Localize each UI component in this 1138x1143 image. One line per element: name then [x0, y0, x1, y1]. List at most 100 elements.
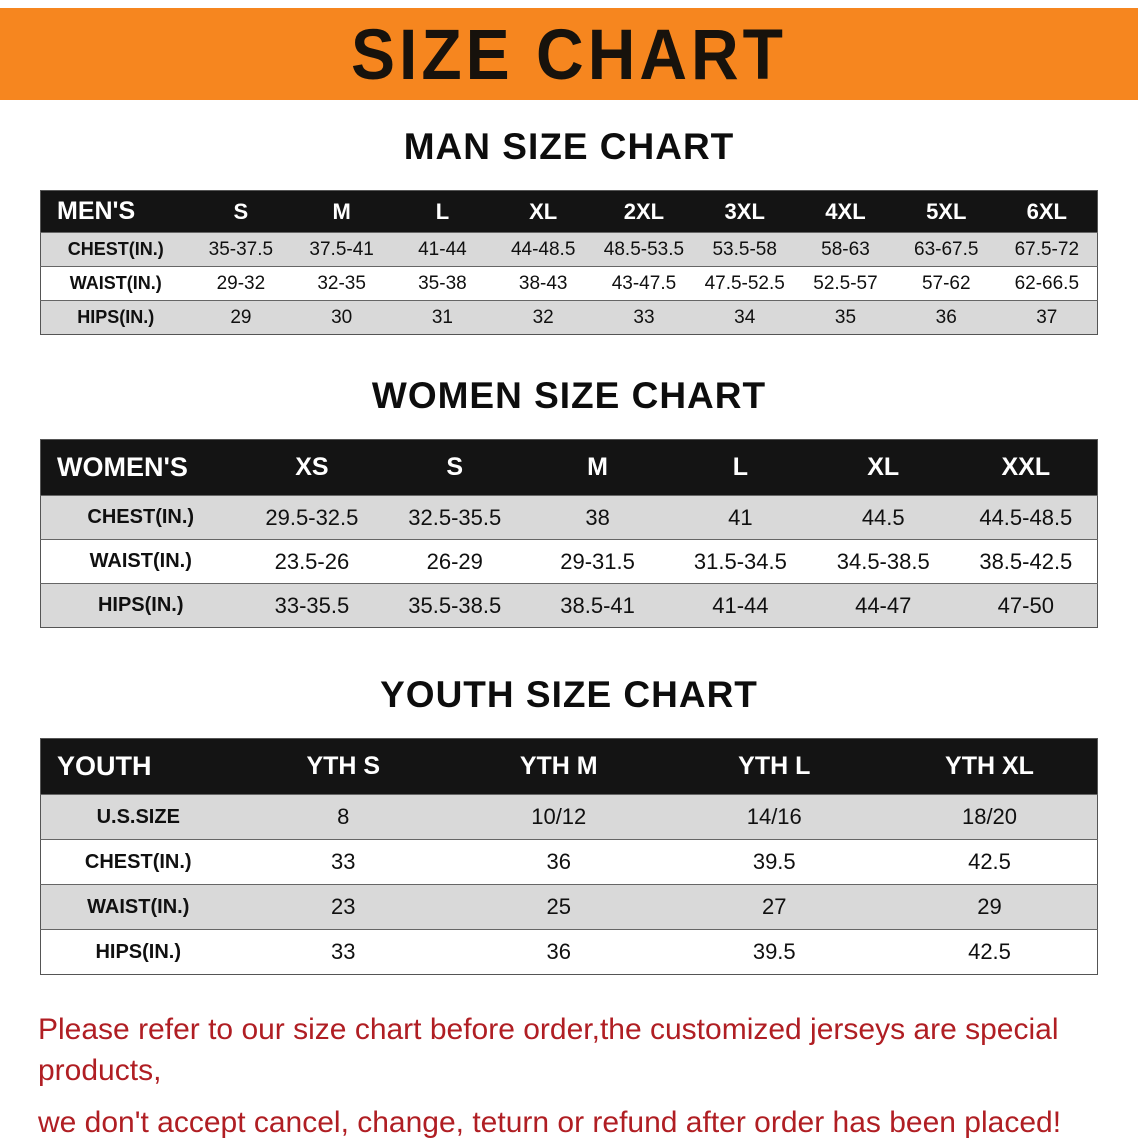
table-cell: 44-48.5: [492, 232, 594, 267]
table-cell: 38: [526, 495, 669, 540]
table-cell: 8: [235, 794, 451, 840]
table-cell: 32: [492, 300, 594, 335]
table-cell: 35-37.5: [190, 232, 292, 267]
column-header: YTH S: [235, 738, 451, 795]
row-label: U.S.SIZE: [40, 794, 236, 840]
table-cell: 35-38: [392, 266, 493, 301]
table-cell: 42.5: [882, 839, 1098, 885]
column-header: 2XL: [593, 190, 695, 233]
table-cell: 52.5-57: [795, 266, 896, 301]
size-chart-banner: SIZE CHART: [0, 8, 1138, 100]
row-label: HIPS(IN.): [40, 583, 241, 628]
table-cell: 36: [895, 300, 997, 335]
table-cell: 44.5-48.5: [954, 495, 1098, 540]
table-header-row: MEN'S S M L XL 2XL 3XL 4XL 5XL 6XL: [40, 190, 1098, 233]
table-cell: 62-66.5: [996, 266, 1098, 301]
table-cell: 30: [291, 300, 393, 335]
table-row: HIPS(IN.) 33-35.5 35.5-38.5 38.5-41 41-44 44-…: [40, 583, 1098, 628]
table-corner-label: YOUTH: [40, 738, 236, 795]
table-cell: 29: [882, 884, 1098, 930]
table-cell: 47.5-52.5: [694, 266, 796, 301]
column-header: YTH L: [666, 738, 882, 795]
table-cell: 41-44: [668, 583, 812, 628]
men-size-section: MAN SIZE CHART MEN'S S M L XL 2XL 3XL 4XL 5XL 6XL…: [0, 126, 1138, 335]
table-cell: 41: [668, 495, 812, 540]
table-cell: 44.5: [811, 495, 955, 540]
women-size-section: WOMEN SIZE CHART WOMEN'S XS S M L XL XXL CHEST(…: [0, 375, 1138, 628]
table-cell: 18/20: [882, 794, 1098, 840]
table-cell: 38.5-41: [526, 583, 669, 628]
table-cell: 53.5-58: [694, 232, 796, 267]
table-cell: 57-62: [895, 266, 997, 301]
table-cell: 58-63: [795, 232, 896, 267]
table-cell: 33: [235, 839, 451, 885]
table-cell: 38-43: [492, 266, 594, 301]
table-cell: 10/12: [451, 794, 667, 840]
table-row: CHEST(IN.) 33 36 39.5 42.5: [40, 839, 1098, 885]
table-cell: 31: [392, 300, 493, 335]
table-cell: 41-44: [392, 232, 493, 267]
table-cell: 43-47.5: [593, 266, 695, 301]
column-header: 3XL: [694, 190, 796, 233]
table-cell: 38.5-42.5: [954, 539, 1098, 584]
table-header-row: YOUTH YTH S YTH M YTH L YTH XL: [40, 738, 1098, 795]
table-cell: 33: [235, 929, 451, 975]
table-cell: 29.5-32.5: [240, 495, 384, 540]
table-row: CHEST(IN.) 29.5-32.5 32.5-35.5 38 41 44.5 44.5…: [40, 495, 1098, 540]
table-cell: 67.5-72: [996, 232, 1098, 267]
table-cell: 31.5-34.5: [668, 539, 812, 584]
column-header: XXL: [954, 439, 1098, 496]
youth-size-section: YOUTH SIZE CHART YOUTH YTH S YTH M YTH L YTH…: [0, 674, 1138, 975]
table-cell: 27: [666, 884, 882, 930]
table-cell: 39.5: [666, 839, 882, 885]
row-label: HIPS(IN.): [40, 300, 191, 335]
column-header: S: [190, 190, 292, 233]
page-title: SIZE CHART: [351, 14, 787, 94]
table-cell: 29: [190, 300, 292, 335]
row-label: CHEST(IN.): [40, 839, 236, 885]
row-label: CHEST(IN.): [40, 232, 191, 267]
table-cell: 26-29: [383, 539, 527, 584]
table-cell: 34: [694, 300, 796, 335]
disclaimer-line-2: we don't accept cancel, change, teturn o…: [38, 1105, 1062, 1139]
row-label: CHEST(IN.): [40, 495, 241, 540]
column-header: 5XL: [895, 190, 997, 233]
table-corner-label: MEN'S: [40, 190, 191, 233]
table-cell: 23: [235, 884, 451, 930]
table-cell: 35.5-38.5: [383, 583, 527, 628]
disclaimer-line-1: Please refer to our size chart before or…: [38, 1013, 1059, 1088]
table-cell: 35: [795, 300, 896, 335]
women-section-heading: WOMEN SIZE CHART: [371, 375, 767, 416]
row-label: HIPS(IN.): [40, 929, 236, 975]
row-label: WAIST(IN.): [40, 884, 236, 930]
table-row: HIPS(IN.) 29 30 31 32 33 34 35 36 37: [40, 300, 1098, 335]
table-cell: 36: [451, 929, 667, 975]
table-cell: 33: [593, 300, 695, 335]
men-section-heading: MAN SIZE CHART: [403, 126, 735, 167]
table-row: HIPS(IN.) 33 36 39.5 42.5: [40, 929, 1098, 975]
table-cell: 37: [996, 300, 1098, 335]
table-row: WAIST(IN.) 23.5-26 26-29 29-31.5 31.5-34.5 34…: [40, 539, 1098, 584]
column-header: S: [383, 439, 527, 496]
column-header: 4XL: [795, 190, 896, 233]
column-header: XS: [240, 439, 384, 496]
table-cell: 63-67.5: [895, 232, 997, 267]
table-cell: 23.5-26: [240, 539, 384, 584]
order-disclaimer: Please refer to our size chart before or…: [38, 1009, 1108, 1143]
column-header: XL: [811, 439, 955, 496]
column-header: M: [291, 190, 393, 233]
column-header: YTH XL: [882, 738, 1098, 795]
column-header: YTH M: [451, 738, 667, 795]
table-row: WAIST(IN.) 29-32 32-35 35-38 38-43 43-47.5 47.…: [40, 266, 1098, 301]
table-header-row: WOMEN'S XS S M L XL XXL: [40, 439, 1098, 496]
men-size-table: MEN'S S M L XL 2XL 3XL 4XL 5XL 6XL CHEST(IN.) 35-37…: [40, 190, 1098, 335]
row-label: WAIST(IN.): [40, 539, 241, 584]
table-cell: 34.5-38.5: [811, 539, 955, 584]
youth-section-heading: YOUTH SIZE CHART: [380, 674, 758, 715]
table-cell: 14/16: [666, 794, 882, 840]
column-header: L: [668, 439, 812, 496]
table-cell: 33-35.5: [240, 583, 384, 628]
table-cell: 36: [451, 839, 667, 885]
table-cell: 37.5-41: [291, 232, 393, 267]
women-size-table: WOMEN'S XS S M L XL XXL CHEST(IN.) 29.5-32.5 32.5…: [40, 439, 1098, 628]
